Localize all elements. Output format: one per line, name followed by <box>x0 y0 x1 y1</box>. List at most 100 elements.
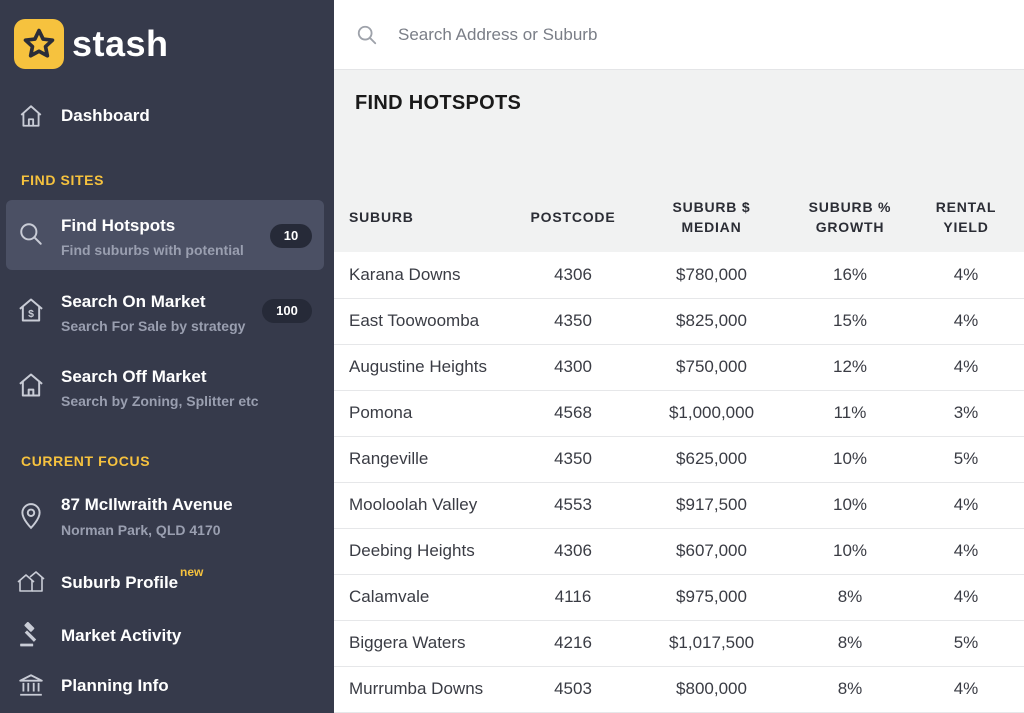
cell-yield: 4% <box>908 344 1024 391</box>
nav-search-off-market[interactable]: Search Off Market Search by Zoning, Spli… <box>0 359 334 415</box>
cell-postcode: 4553 <box>515 482 631 529</box>
cell-suburb: Murrumba Downs <box>334 666 515 713</box>
nav-market-activity-label: Market Activity <box>61 626 182 645</box>
nav-find-hotspots-label: Find Hotspots <box>61 216 176 235</box>
cell-suburb: Pomona <box>334 390 515 437</box>
cell-median: $1,017,500 <box>631 620 792 667</box>
hotspots-count-badge: 10 <box>270 224 312 248</box>
cell-suburb: Karana Downs <box>334 252 515 299</box>
cell-yield: 4% <box>908 482 1024 529</box>
cell-suburb: Rangeville <box>334 436 515 483</box>
nav-search-on-market-sub: Search For Sale by strategy <box>61 318 246 334</box>
column-header-postcode[interactable]: POSTCODE <box>515 182 631 252</box>
column-header-postcode-label: POSTCODE <box>530 209 616 225</box>
current-focus-address[interactable]: 87 McIlwraith Avenue Norman Park, QLD 41… <box>0 488 334 544</box>
nav-planning-info[interactable]: Planning Info <box>0 669 334 701</box>
table-row[interactable]: Deebing Heights 4306 $607,000 10% 4% <box>334 528 1024 575</box>
star-logo-icon <box>14 19 64 69</box>
column-header-growth-line1: SUBURB % <box>808 199 892 215</box>
new-tag: new <box>180 565 204 579</box>
cell-yield: 3% <box>908 390 1024 437</box>
search-icon[interactable] <box>356 24 378 51</box>
cell-postcode: 4216 <box>515 620 631 667</box>
cell-growth: 8% <box>792 666 908 713</box>
on-market-count-badge: 100 <box>262 299 312 323</box>
cell-median: $975,000 <box>631 574 792 621</box>
sidebar: stash Dashboard FIND SITES Find Hotspots… <box>0 0 334 713</box>
cell-suburb: Deebing Heights <box>334 528 515 575</box>
nav-dashboard-label: Dashboard <box>61 106 150 125</box>
cell-suburb: Calamvale <box>334 574 515 621</box>
house-dollar-icon: $ <box>17 296 45 324</box>
table-row[interactable]: Biggera Waters 4216 $1,017,500 8% 5% <box>334 620 1024 667</box>
search-input[interactable] <box>398 22 898 48</box>
cell-growth: 10% <box>792 482 908 529</box>
current-focus-heading: CURRENT FOCUS <box>21 453 151 469</box>
cell-yield: 4% <box>908 666 1024 713</box>
search-bar <box>334 0 1024 70</box>
nav-search-on-market[interactable]: $ Search On Market Search For Sale by st… <box>0 284 334 340</box>
cell-median: $800,000 <box>631 666 792 713</box>
cell-postcode: 4306 <box>515 252 631 299</box>
cell-growth: 10% <box>792 528 908 575</box>
gavel-icon <box>17 621 45 649</box>
page-title: FIND HOTSPOTS <box>355 92 522 114</box>
cell-median: $750,000 <box>631 344 792 391</box>
logo[interactable]: stash <box>14 19 169 69</box>
cell-postcode: 4350 <box>515 436 631 483</box>
table-row[interactable]: Karana Downs 4306 $780,000 16% 4% <box>334 252 1024 299</box>
column-header-median[interactable]: SUBURB $ MEDIAN <box>631 182 792 252</box>
column-header-median-line1: SUBURB $ <box>672 199 751 215</box>
nav-search-on-market-label: Search On Market <box>61 292 206 311</box>
nav-suburb-profile-label: Suburb Profile <box>61 573 179 592</box>
nav-search-off-market-label: Search Off Market <box>61 367 207 386</box>
cell-median: $607,000 <box>631 528 792 575</box>
cell-postcode: 4116 <box>515 574 631 621</box>
nav-dashboard[interactable]: Dashboard <box>0 100 334 132</box>
cell-median: $1,000,000 <box>631 390 792 437</box>
table-row[interactable]: Pomona 4568 $1,000,000 11% 3% <box>334 390 1024 437</box>
cell-growth: 16% <box>792 252 908 299</box>
brand-name: stash <box>72 23 169 64</box>
table-row[interactable]: Murrumba Downs 4503 $800,000 8% 4% <box>334 666 1024 713</box>
house-icon <box>17 371 45 399</box>
table-row[interactable]: East Toowoomba 4350 $825,000 15% 4% <box>334 298 1024 345</box>
cell-postcode: 4503 <box>515 666 631 713</box>
nav-planning-info-label: Planning Info <box>61 676 169 695</box>
nav-search-off-market-sub: Search by Zoning, Splitter etc <box>61 393 259 409</box>
table-row[interactable]: Mooloolah Valley 4553 $917,500 10% 4% <box>334 482 1024 529</box>
main-content: FIND HOTSPOTS SUBURB POSTCODE SUBURB $ ME… <box>334 0 1024 713</box>
location-pin-icon <box>17 502 45 530</box>
cell-growth: 8% <box>792 620 908 667</box>
column-header-suburb-label: SUBURB <box>349 209 414 225</box>
table-row[interactable]: Calamvale 4116 $975,000 8% 4% <box>334 574 1024 621</box>
cell-postcode: 4300 <box>515 344 631 391</box>
nav-find-hotspots[interactable]: Find Hotspots Find suburbs with potentia… <box>0 208 334 264</box>
column-header-median-line2: MEDIAN <box>681 219 742 235</box>
nav-market-activity[interactable]: Market Activity <box>0 619 334 651</box>
cell-suburb: Biggera Waters <box>334 620 515 667</box>
cell-yield: 4% <box>908 574 1024 621</box>
houses-icon <box>17 568 45 596</box>
cell-median: $625,000 <box>631 436 792 483</box>
cell-median: $825,000 <box>631 298 792 345</box>
cell-suburb: Augustine Heights <box>334 344 515 391</box>
home-icon <box>17 102 45 130</box>
table-row[interactable]: Rangeville 4350 $625,000 10% 5% <box>334 436 1024 483</box>
cell-median: $917,500 <box>631 482 792 529</box>
column-header-growth-line2: GROWTH <box>815 219 885 235</box>
table-row[interactable]: Augustine Heights 4300 $750,000 12% 4% <box>334 344 1024 391</box>
cell-postcode: 4350 <box>515 298 631 345</box>
column-header-yield[interactable]: RENTAL YIELD <box>908 182 1024 252</box>
column-header-yield-line2: YIELD <box>943 219 989 235</box>
search-icon <box>17 220 45 248</box>
nav-suburb-profile[interactable]: Suburb Profile new <box>0 565 334 598</box>
cell-postcode: 4568 <box>515 390 631 437</box>
column-header-suburb[interactable]: SUBURB <box>334 182 515 252</box>
hotspots-table: SUBURB POSTCODE SUBURB $ MEDIAN SUBURB % G… <box>334 182 1024 713</box>
cell-suburb: East Toowoomba <box>334 298 515 345</box>
focus-address-label: 87 McIlwraith Avenue <box>61 495 233 514</box>
cell-growth: 11% <box>792 390 908 437</box>
column-header-growth[interactable]: SUBURB % GROWTH <box>792 182 908 252</box>
cell-postcode: 4306 <box>515 528 631 575</box>
